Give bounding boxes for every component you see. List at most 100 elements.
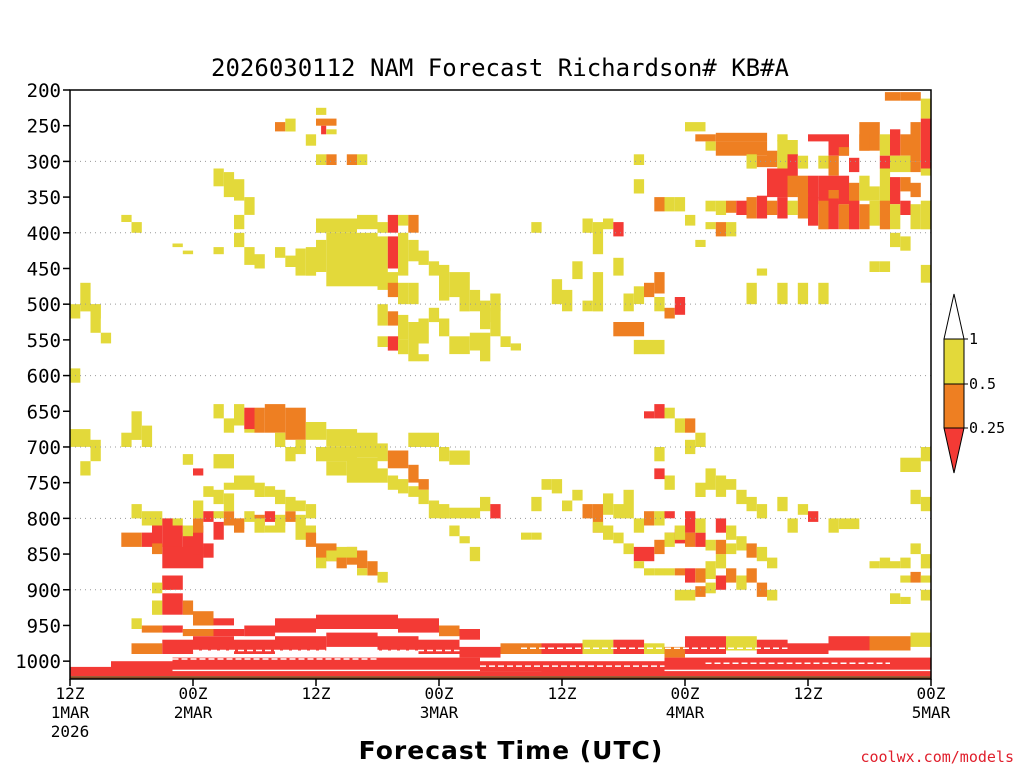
ri-cell-154 bbox=[551, 279, 563, 305]
ri-cell-211 bbox=[152, 582, 163, 594]
ri-cell-1 bbox=[900, 92, 921, 101]
colorbar-bin-0.5-1 bbox=[943, 338, 965, 385]
x-tick-label-6-1: 12Z bbox=[794, 684, 823, 703]
ri-cell-35 bbox=[777, 150, 788, 180]
ri-cell-59 bbox=[223, 172, 235, 198]
ri-cell-354 bbox=[756, 582, 768, 597]
ri-cell-278 bbox=[490, 504, 501, 519]
ri-cell-161 bbox=[633, 286, 645, 305]
ri-cell-123 bbox=[213, 247, 224, 255]
ri-cell-214 bbox=[182, 600, 194, 615]
ri-cell-362 bbox=[644, 411, 655, 419]
y-tick-label-350: 350 bbox=[27, 187, 61, 209]
ri-cell-31 bbox=[633, 154, 645, 165]
ri-cell-157 bbox=[582, 300, 593, 312]
ri-cell-137 bbox=[398, 314, 409, 340]
ri-cell-227 bbox=[264, 511, 276, 522]
ri-cell-436 bbox=[295, 657, 357, 670]
x-tick-label-1-2: 2MAR bbox=[174, 703, 213, 722]
ri-cell-429 bbox=[828, 636, 870, 651]
ri-cell-84 bbox=[890, 204, 901, 230]
ri-cell-82 bbox=[869, 200, 880, 226]
ri-cell-83 bbox=[879, 200, 891, 230]
x-tick-label-5-1: 00Z bbox=[671, 684, 700, 703]
ri-cell-176 bbox=[818, 282, 829, 305]
ri-cell-153 bbox=[510, 343, 521, 351]
ri-cell-345 bbox=[756, 504, 768, 519]
x-axis-label: Forecast Time (UTC) bbox=[359, 736, 664, 765]
ri-cell-224 bbox=[234, 518, 245, 533]
ri-cell-366 bbox=[685, 418, 696, 433]
ri-cell-169 bbox=[674, 297, 686, 315]
ri-cell-259 bbox=[316, 422, 327, 440]
ri-cell-412 bbox=[193, 636, 234, 651]
ri-cell-156 bbox=[572, 261, 583, 280]
ri-cell-173 bbox=[756, 268, 768, 276]
colorbar-label-0: 1 bbox=[969, 330, 978, 348]
ri-cell-257 bbox=[285, 447, 296, 462]
ri-cell-3 bbox=[316, 107, 327, 115]
ri-cell-5 bbox=[321, 125, 327, 135]
ri-cell-393 bbox=[910, 571, 921, 583]
ri-cell-172 bbox=[746, 282, 757, 305]
ri-cell-386 bbox=[910, 543, 921, 555]
ri-cell-298 bbox=[295, 500, 306, 512]
ri-cell-400 bbox=[162, 625, 183, 633]
ri-cell-76 bbox=[808, 197, 819, 226]
ri-cell-443 bbox=[726, 657, 788, 670]
ri-cell-388 bbox=[900, 457, 921, 472]
ri-cell-230 bbox=[295, 514, 306, 530]
ri-cell-115 bbox=[459, 272, 470, 312]
ri-cell-306 bbox=[572, 489, 583, 501]
ri-cell-343 bbox=[736, 489, 747, 505]
ri-cell-349 bbox=[726, 543, 737, 555]
y-tick-label-250: 250 bbox=[27, 116, 61, 138]
ri-cell-155 bbox=[562, 289, 573, 312]
x-tick-label-3-1: 00Z bbox=[425, 684, 454, 703]
ri-cell-261 bbox=[357, 432, 378, 458]
ri-cell-286 bbox=[469, 546, 481, 562]
ri-cell-69 bbox=[736, 200, 747, 215]
ri-cell-125 bbox=[244, 247, 255, 265]
ri-cell-21 bbox=[859, 134, 870, 151]
y-axis: 200 250 300 350 400 450 500 550 600 650 700 750 800 8… bbox=[15, 80, 70, 673]
ri-cell-55 bbox=[890, 177, 901, 205]
ri-cell-50 bbox=[828, 190, 839, 201]
ri-cell-356 bbox=[674, 589, 696, 601]
ri-cell-405 bbox=[316, 614, 357, 629]
ri-cell-38 bbox=[818, 155, 829, 169]
ri-cell-10 bbox=[685, 122, 706, 132]
y-tick-label-950: 950 bbox=[27, 615, 61, 637]
ri-cell-302 bbox=[531, 496, 542, 512]
ri-cell-114 bbox=[449, 272, 460, 298]
ri-cell-398 bbox=[131, 618, 142, 629]
ri-cell-9 bbox=[305, 134, 317, 146]
ri-cell-159 bbox=[613, 257, 624, 276]
ri-cell-285 bbox=[459, 536, 470, 544]
ri-cell-446 bbox=[910, 657, 931, 670]
ri-cell-410 bbox=[131, 643, 163, 654]
ri-cell-254 bbox=[285, 407, 306, 440]
ri-cell-267 bbox=[326, 461, 347, 476]
ri-cell-2 bbox=[920, 98, 932, 119]
ri-cell-290 bbox=[193, 468, 204, 476]
ri-cell-247 bbox=[213, 404, 224, 419]
ri-cell-149 bbox=[398, 339, 409, 355]
colorbar-bin-0.25-0.5 bbox=[943, 383, 965, 429]
ri-cell-113 bbox=[439, 264, 450, 301]
ri-cell-404 bbox=[275, 618, 316, 633]
ri-cell-399 bbox=[141, 625, 163, 633]
ri-cell-202 bbox=[203, 543, 214, 558]
ri-cell-380 bbox=[838, 518, 850, 530]
ri-cell-124 bbox=[234, 232, 245, 248]
ri-cell-130 bbox=[305, 247, 317, 276]
ri-cell-135 bbox=[377, 304, 388, 326]
ri-cell-248 bbox=[234, 404, 245, 426]
ri-cell-63 bbox=[654, 197, 665, 212]
ri-cell-276 bbox=[449, 507, 481, 519]
plot-cells bbox=[70, 92, 932, 679]
ri-cell-249 bbox=[223, 418, 235, 433]
ri-cell-327 bbox=[674, 568, 686, 576]
ri-cell-46 bbox=[787, 175, 808, 198]
ri-cell-143 bbox=[459, 336, 470, 355]
